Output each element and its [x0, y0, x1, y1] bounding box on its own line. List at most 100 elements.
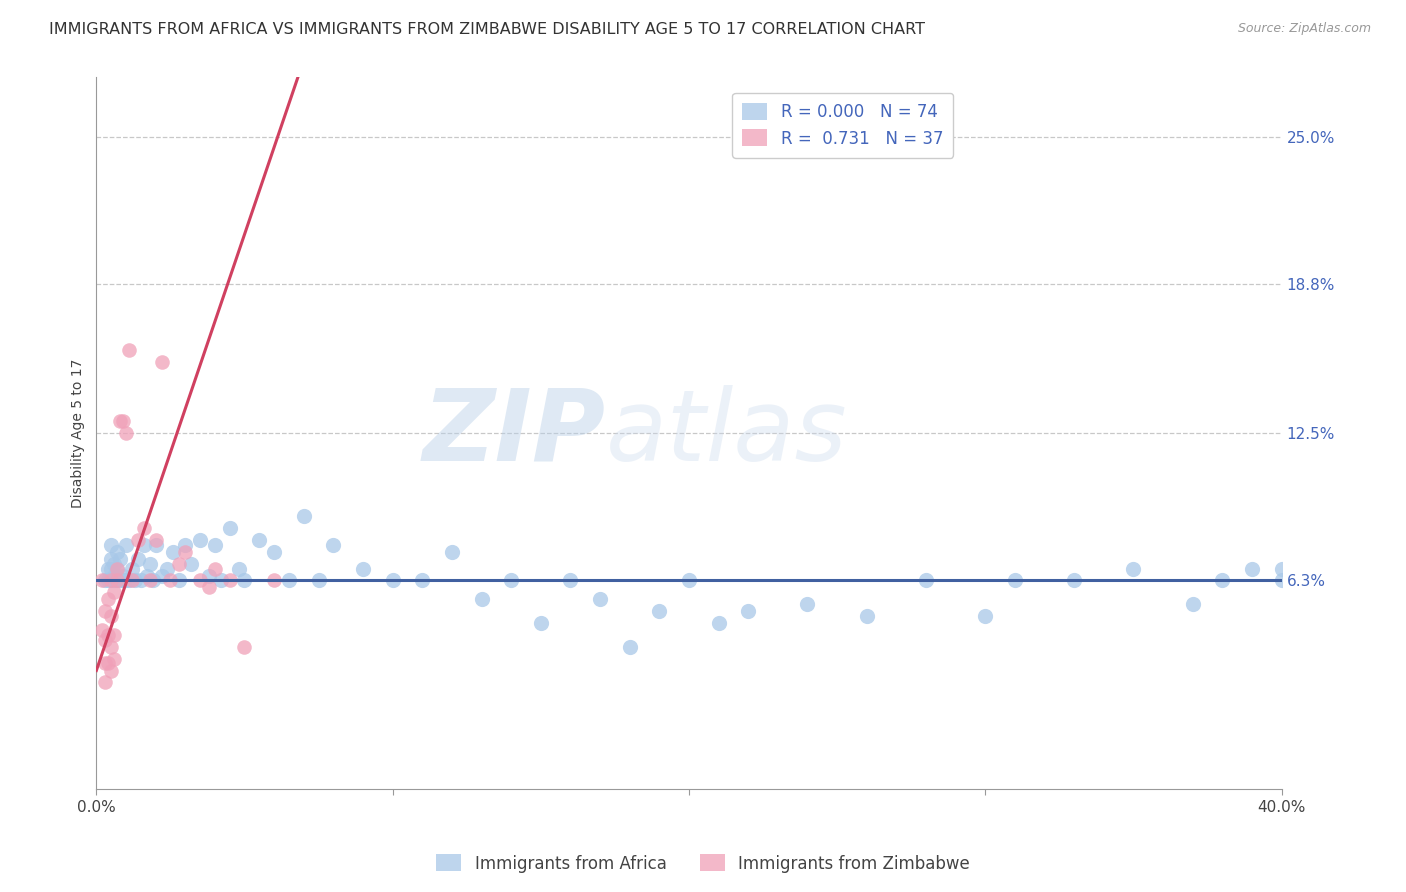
- Point: [162, 545, 184, 559]
- Point: [94, 574, 117, 588]
- Point: [188, 574, 211, 588]
- Legend: Immigrants from Africa, Immigrants from Zimbabwe: Immigrants from Africa, Immigrants from …: [429, 847, 977, 880]
- Point: [440, 545, 463, 559]
- Point: [278, 574, 301, 588]
- Legend: R = 0.000   N = 74, R =  0.731   N = 37: R = 0.000 N = 74, R = 0.731 N = 37: [733, 93, 953, 158]
- Point: [142, 574, 165, 588]
- Point: [103, 585, 125, 599]
- Point: [100, 552, 122, 566]
- Point: [138, 574, 160, 588]
- Point: [111, 568, 134, 582]
- Y-axis label: Disability Age 5 to 17: Disability Age 5 to 17: [72, 359, 86, 508]
- Point: [322, 538, 344, 552]
- Point: [180, 557, 202, 571]
- Point: [1240, 561, 1263, 575]
- Point: [91, 623, 114, 637]
- Point: [111, 414, 134, 428]
- Point: [1181, 597, 1204, 611]
- Point: [100, 538, 122, 552]
- Point: [103, 568, 125, 582]
- Point: [1122, 561, 1144, 575]
- Point: [589, 592, 612, 607]
- Point: [560, 574, 582, 588]
- Point: [411, 574, 433, 588]
- Point: [159, 574, 181, 588]
- Point: [737, 604, 759, 618]
- Point: [103, 628, 125, 642]
- Point: [145, 538, 167, 552]
- Point: [233, 640, 256, 654]
- Point: [100, 609, 122, 624]
- Point: [218, 521, 240, 535]
- Point: [118, 343, 141, 358]
- Point: [648, 604, 671, 618]
- Point: [94, 604, 117, 618]
- Point: [124, 574, 146, 588]
- Point: [129, 574, 152, 588]
- Point: [132, 538, 155, 552]
- Text: Source: ZipAtlas.com: Source: ZipAtlas.com: [1237, 22, 1371, 36]
- Point: [100, 640, 122, 654]
- Point: [247, 533, 270, 547]
- Text: atlas: atlas: [606, 384, 848, 482]
- Point: [97, 561, 120, 575]
- Point: [105, 545, 128, 559]
- Point: [105, 574, 128, 588]
- Point: [796, 597, 818, 611]
- Point: [115, 574, 138, 588]
- Point: [100, 574, 122, 588]
- Point: [204, 538, 226, 552]
- Point: [105, 561, 128, 575]
- Point: [108, 414, 131, 428]
- Point: [97, 574, 120, 588]
- Point: [150, 568, 173, 582]
- Point: [352, 561, 374, 575]
- Point: [97, 592, 120, 607]
- Point: [974, 609, 997, 624]
- Point: [188, 533, 211, 547]
- Point: [97, 628, 120, 642]
- Point: [198, 581, 221, 595]
- Point: [103, 651, 125, 665]
- Point: [381, 574, 404, 588]
- Point: [156, 561, 179, 575]
- Point: [103, 574, 125, 588]
- Point: [135, 568, 157, 582]
- Point: [619, 640, 641, 654]
- Point: [100, 574, 122, 588]
- Point: [118, 574, 141, 588]
- Point: [94, 675, 117, 690]
- Point: [174, 538, 197, 552]
- Point: [121, 561, 143, 575]
- Point: [115, 538, 138, 552]
- Point: [100, 664, 122, 678]
- Point: [108, 552, 131, 566]
- Point: [678, 574, 700, 588]
- Point: [263, 545, 285, 559]
- Point: [501, 574, 523, 588]
- Point: [1004, 574, 1026, 588]
- Point: [1063, 574, 1085, 588]
- Point: [228, 561, 250, 575]
- Point: [218, 574, 240, 588]
- Point: [1270, 574, 1292, 588]
- Text: ZIP: ZIP: [423, 384, 606, 482]
- Point: [530, 616, 553, 631]
- Point: [707, 616, 730, 631]
- Point: [174, 545, 197, 559]
- Point: [105, 574, 128, 588]
- Point: [121, 574, 143, 588]
- Point: [94, 657, 117, 671]
- Text: IMMIGRANTS FROM AFRICA VS IMMIGRANTS FROM ZIMBABWE DISABILITY AGE 5 TO 17 CORREL: IMMIGRANTS FROM AFRICA VS IMMIGRANTS FRO…: [49, 22, 925, 37]
- Point: [132, 521, 155, 535]
- Point: [138, 557, 160, 571]
- Point: [94, 632, 117, 647]
- Point: [209, 574, 232, 588]
- Point: [111, 574, 134, 588]
- Point: [233, 574, 256, 588]
- Point: [145, 533, 167, 547]
- Point: [308, 574, 330, 588]
- Point: [115, 426, 138, 441]
- Point: [1211, 574, 1233, 588]
- Point: [204, 561, 226, 575]
